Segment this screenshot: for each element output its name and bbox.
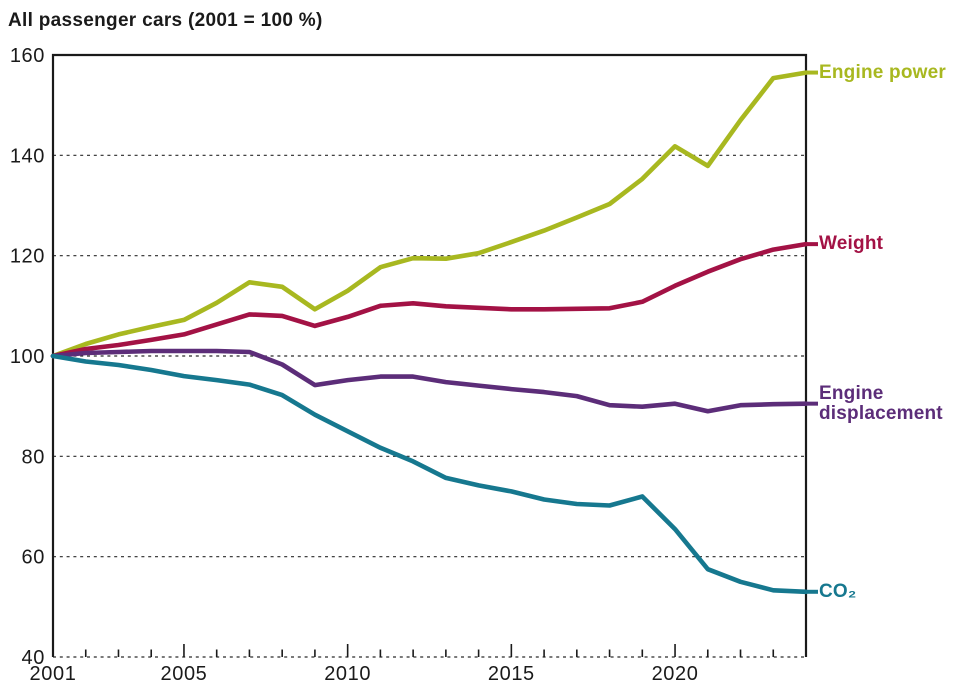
- y-axis-label-140: 140: [10, 145, 45, 167]
- x-axis-label-2020: 2020: [652, 663, 699, 685]
- legend-label-engine-power: Engine power: [819, 62, 946, 83]
- series-line-weight: [50, 241, 809, 359]
- legend-label-weight: Weight: [819, 233, 884, 254]
- y-axis-label-40: 40: [22, 647, 45, 669]
- x-axis-label-2001: 2001: [30, 663, 77, 685]
- x-axis-label-2010: 2010: [324, 663, 371, 685]
- series-line-co: [50, 353, 809, 595]
- y-axis-label-60: 60: [22, 547, 45, 569]
- legend-label-co2: CO₂: [819, 581, 857, 602]
- y-axis-label-100: 100: [10, 346, 45, 368]
- y-axis-label-80: 80: [22, 446, 45, 468]
- x-axis-label-2005: 2005: [161, 663, 208, 685]
- series-line-engine-displacement: [50, 348, 809, 414]
- series-line-engine-power: [50, 70, 809, 359]
- chart-title: All passenger cars (2001 = 100 %): [8, 10, 323, 31]
- y-axis-label-160: 160: [10, 45, 45, 67]
- x-axis-label-2015: 2015: [488, 663, 535, 685]
- y-axis-label-120: 120: [10, 246, 45, 268]
- legend-label-engine-displacement: Engine displacement: [819, 383, 943, 424]
